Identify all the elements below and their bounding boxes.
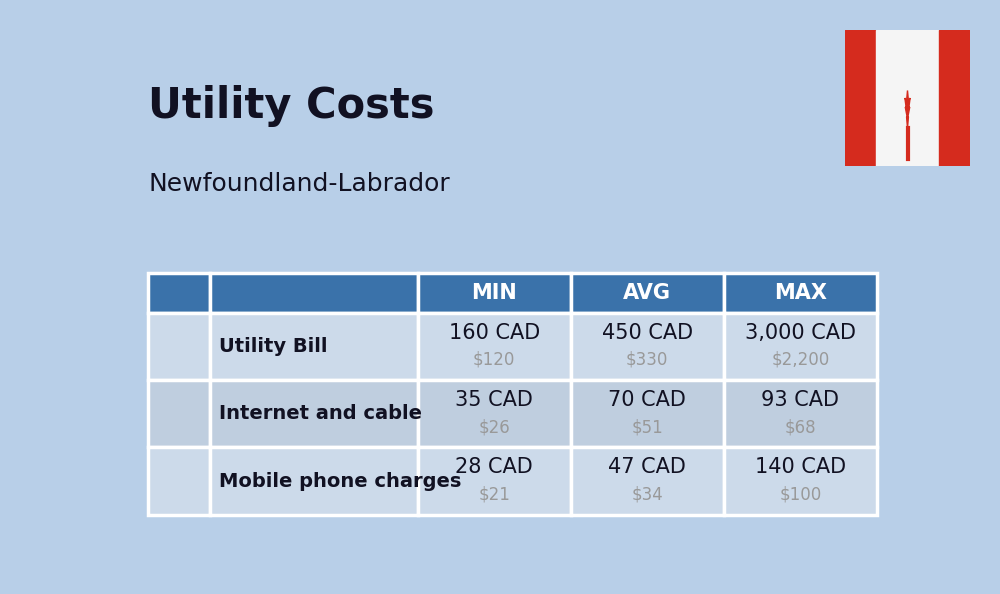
Text: 160 CAD: 160 CAD xyxy=(449,323,540,343)
FancyBboxPatch shape xyxy=(210,380,418,447)
Text: 28 CAD: 28 CAD xyxy=(455,457,533,478)
Text: $51: $51 xyxy=(631,418,663,437)
Text: $21: $21 xyxy=(478,486,510,504)
FancyBboxPatch shape xyxy=(148,380,210,447)
Text: Mobile phone charges: Mobile phone charges xyxy=(219,472,462,491)
Text: $68: $68 xyxy=(784,418,816,437)
FancyBboxPatch shape xyxy=(210,312,418,380)
FancyBboxPatch shape xyxy=(148,447,210,515)
FancyBboxPatch shape xyxy=(148,273,210,312)
FancyBboxPatch shape xyxy=(571,312,724,380)
Bar xyxy=(939,30,970,166)
Text: Utility Costs: Utility Costs xyxy=(148,85,435,127)
FancyBboxPatch shape xyxy=(210,447,418,515)
FancyBboxPatch shape xyxy=(148,312,210,380)
Text: 47 CAD: 47 CAD xyxy=(608,457,686,478)
Text: $330: $330 xyxy=(626,351,668,369)
Text: 70 CAD: 70 CAD xyxy=(608,390,686,410)
Text: 35 CAD: 35 CAD xyxy=(455,390,533,410)
Text: $2,200: $2,200 xyxy=(771,351,829,369)
Text: 3,000 CAD: 3,000 CAD xyxy=(745,323,856,343)
Text: Newfoundland-Labrador: Newfoundland-Labrador xyxy=(148,172,450,196)
FancyBboxPatch shape xyxy=(210,273,418,312)
FancyBboxPatch shape xyxy=(724,312,877,380)
Polygon shape xyxy=(905,90,910,128)
FancyBboxPatch shape xyxy=(724,273,877,312)
Text: 140 CAD: 140 CAD xyxy=(755,457,846,478)
Text: AVG: AVG xyxy=(623,283,671,302)
FancyBboxPatch shape xyxy=(571,380,724,447)
Text: $26: $26 xyxy=(478,418,510,437)
Bar xyxy=(845,30,876,166)
FancyBboxPatch shape xyxy=(418,380,571,447)
FancyBboxPatch shape xyxy=(418,312,571,380)
FancyBboxPatch shape xyxy=(418,273,571,312)
Text: Utility Bill: Utility Bill xyxy=(219,337,328,356)
Text: MAX: MAX xyxy=(774,283,827,302)
Text: Internet and cable: Internet and cable xyxy=(219,405,422,424)
Text: $34: $34 xyxy=(631,486,663,504)
FancyBboxPatch shape xyxy=(724,447,877,515)
Text: $100: $100 xyxy=(779,486,821,504)
FancyBboxPatch shape xyxy=(724,380,877,447)
Text: 93 CAD: 93 CAD xyxy=(761,390,839,410)
Text: $120: $120 xyxy=(473,351,515,369)
Text: 450 CAD: 450 CAD xyxy=(602,323,693,343)
FancyBboxPatch shape xyxy=(571,273,724,312)
FancyBboxPatch shape xyxy=(418,447,571,515)
Bar xyxy=(876,30,939,166)
Text: MIN: MIN xyxy=(471,283,517,302)
FancyBboxPatch shape xyxy=(571,447,724,515)
